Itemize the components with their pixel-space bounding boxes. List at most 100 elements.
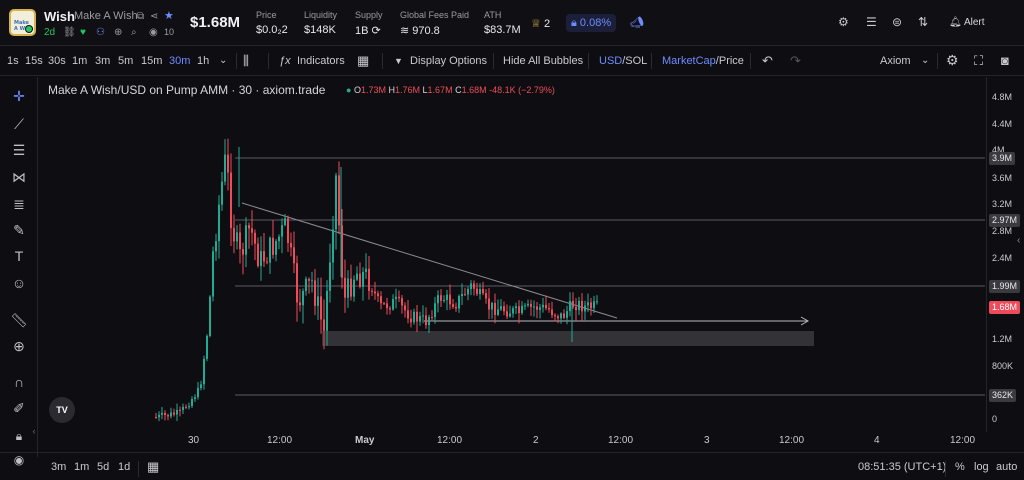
- range-5d[interactable]: 5d: [97, 461, 110, 473]
- range-3m[interactable]: 3m: [51, 461, 67, 473]
- candle: [236, 232, 238, 242]
- candle-type-icon[interactable]: ⫼: [243, 53, 249, 68]
- metric-price[interactable]: /Price: [715, 55, 744, 67]
- source-chevron-icon[interactable]: ⌄: [921, 55, 930, 66]
- text-tool-icon[interactable]: T: [14, 248, 24, 264]
- expand-axis-chevron-icon[interactable]: ‹: [1017, 235, 1021, 246]
- magnet-icon[interactable]: ∩: [13, 374, 25, 390]
- currency-toggle[interactable]: USD/SOL: [599, 55, 647, 67]
- megaphone-icon[interactable]: 📣︎: [630, 17, 644, 29]
- divider: [937, 53, 938, 69]
- price-axis[interactable]: 4.8M 4.4M 4M 3.6M 3.2M 2.8M 2.4M 1.2M 80…: [986, 77, 1024, 432]
- ohlc-open: 1.73M: [360, 85, 386, 95]
- currency-sol[interactable]: /SOL: [622, 55, 648, 67]
- hide-bubbles-button[interactable]: Hide All Bubbles: [503, 55, 584, 67]
- candle: [200, 384, 202, 389]
- camera-icon[interactable]: ◙: [1001, 53, 1009, 68]
- log-scale-toggle[interactable]: log: [974, 461, 989, 473]
- timeframe-1h[interactable]: 1h: [197, 55, 210, 67]
- calendar-icon[interactable]: ▦: [147, 459, 160, 474]
- candle: [305, 278, 307, 291]
- trend-line[interactable]: [241, 202, 618, 319]
- heart-icon[interactable]: ♥: [80, 27, 86, 38]
- candle: [320, 296, 322, 320]
- swap-icon[interactable]: ⇅: [918, 15, 929, 29]
- candle: [335, 175, 337, 230]
- link-icon[interactable]: ⛓: [63, 27, 76, 38]
- pattern-icon[interactable]: ⋈: [12, 169, 26, 185]
- range-1m[interactable]: 1m: [74, 461, 90, 473]
- copy-icon[interactable]: ⧉: [137, 11, 145, 22]
- chart-settings-icon[interactable]: ⚙: [946, 52, 959, 68]
- support-zone[interactable]: [322, 331, 814, 346]
- candle: [440, 295, 442, 301]
- brush-icon[interactable]: ✎: [13, 222, 25, 238]
- percent-scale-toggle[interactable]: %: [955, 461, 965, 473]
- search-icon[interactable]: ⌕: [131, 27, 137, 38]
- timeframe-15s[interactable]: 15s: [25, 55, 43, 67]
- candle: [266, 261, 268, 263]
- timeframe-30m[interactable]: 30m: [169, 55, 191, 67]
- settings-icon[interactable]: ⚙: [838, 15, 849, 29]
- display-options-button[interactable]: Display Options: [410, 55, 488, 67]
- currency-icon[interactable]: ⊜: [892, 15, 903, 29]
- emoji-icon[interactable]: ☺: [11, 275, 27, 291]
- clock[interactable]: 08:51:35 (UTC+1): [858, 461, 947, 473]
- candlestick-chart[interactable]: [39, 77, 985, 432]
- candle: [392, 299, 394, 310]
- metric-mcap[interactable]: MarketCap: [662, 55, 716, 67]
- currency-usd[interactable]: USD: [599, 55, 623, 67]
- candle: [416, 311, 418, 322]
- redo-icon[interactable]: ↷: [790, 53, 801, 68]
- display-options-caret-icon[interactable]: ▼: [394, 56, 403, 66]
- timeframe-30s[interactable]: 30s: [48, 55, 66, 67]
- percent-badge[interactable]: 🔒︎ 0.08%: [566, 14, 617, 32]
- timeframe-1s[interactable]: 1s: [7, 55, 19, 67]
- trendline-icon[interactable]: ⟋: [14, 116, 24, 132]
- horizontal-lines-icon[interactable]: ☰: [12, 142, 26, 158]
- crosshair-icon[interactable]: ✛: [13, 88, 25, 104]
- chart-area[interactable]: [39, 77, 985, 432]
- time-axis[interactable]: 30 12:00 May 12:00 2 12:00 3 12:00 4 12:…: [39, 432, 985, 450]
- chart-legend: Make A Wish/USD on Pump AMM · 30 · axiom…: [48, 83, 326, 97]
- lock-icon[interactable]: 🔒︎: [15, 429, 23, 443]
- auto-scale-toggle[interactable]: auto: [996, 461, 1018, 473]
- timeframe-3m[interactable]: 3m: [95, 55, 111, 67]
- undo-icon[interactable]: ↶: [762, 53, 773, 68]
- indicators-button[interactable]: Indicators: [297, 55, 345, 67]
- eye-toggle-icon[interactable]: ◉: [13, 453, 25, 467]
- metric-toggle[interactable]: MarketCap/Price: [662, 55, 744, 67]
- tradingview-logo[interactable]: TV: [49, 397, 75, 423]
- fullscreen-icon[interactable]: ⛶: [974, 53, 984, 68]
- timeframe-dropdown-chevron-icon[interactable]: ⌄: [219, 55, 228, 66]
- ruler-icon[interactable]: 📏︎: [10, 312, 28, 328]
- source-select[interactable]: Axiom: [880, 55, 911, 67]
- collapse-toolbar-icon[interactable]: ‹: [32, 426, 36, 436]
- timeframe-15m[interactable]: 15m: [141, 55, 163, 67]
- star-icon[interactable]: ★: [164, 10, 174, 22]
- zoom-in-icon[interactable]: ⊕: [13, 338, 25, 354]
- share-icon[interactable]: ⋖: [150, 11, 159, 22]
- fib-icon[interactable]: ≣: [13, 196, 25, 212]
- crown-count[interactable]: ♕ 2: [531, 17, 550, 30]
- stat-ath: ATH $83.7M: [484, 10, 521, 36]
- candle: [323, 319, 325, 331]
- list-icon[interactable]: ☰: [866, 15, 877, 29]
- candle: [374, 291, 376, 294]
- candle: [578, 300, 580, 311]
- timeframe-1m[interactable]: 1m: [72, 55, 88, 67]
- candle: [311, 280, 313, 282]
- layout-grid-icon[interactable]: ▦: [357, 53, 370, 68]
- token-logo[interactable]: Make A Wish: [9, 9, 36, 36]
- range-1d[interactable]: 1d: [118, 461, 131, 473]
- lock-drawings-icon[interactable]: ✐: [13, 400, 25, 416]
- lock-icon: 🔒︎: [571, 17, 577, 29]
- divider: [651, 53, 652, 69]
- holders-icon[interactable]: ⚇: [96, 27, 105, 38]
- globe-icon[interactable]: ⊕: [114, 27, 123, 38]
- candle: [368, 268, 370, 291]
- indicators-icon[interactable]: ƒx: [279, 55, 291, 67]
- timeframe-5m[interactable]: 5m: [118, 55, 134, 67]
- percent-badge-value: 0.08%: [579, 17, 612, 29]
- alert-button[interactable]: 🔔︎ Alert: [949, 17, 985, 28]
